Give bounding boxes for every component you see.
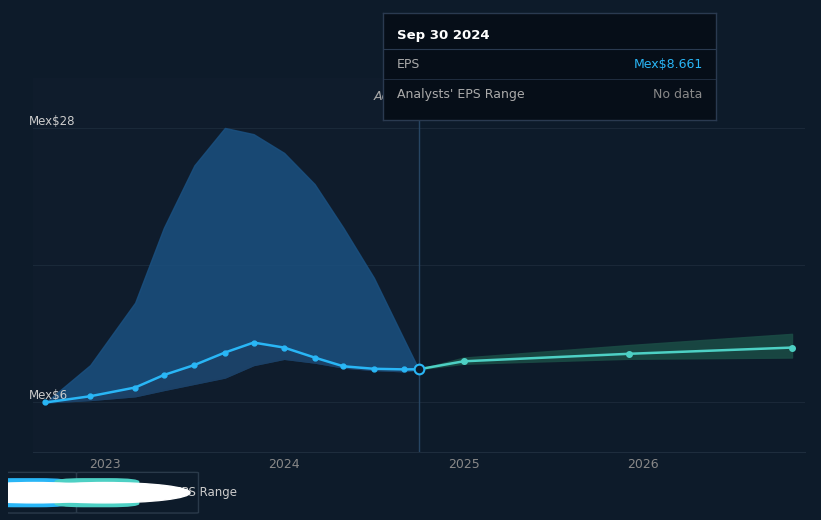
Bar <box>33 78 419 452</box>
Text: Analysts' EPS Range: Analysts' EPS Range <box>397 87 525 101</box>
Circle shape <box>0 483 120 503</box>
FancyBboxPatch shape <box>54 478 140 508</box>
Text: Mex$28: Mex$28 <box>29 115 76 128</box>
Text: Sep 30 2024: Sep 30 2024 <box>397 29 489 42</box>
FancyBboxPatch shape <box>0 478 69 508</box>
FancyBboxPatch shape <box>76 472 199 513</box>
Text: EPS: EPS <box>47 486 69 499</box>
FancyBboxPatch shape <box>7 472 76 513</box>
Text: Mex$6: Mex$6 <box>29 389 68 402</box>
Text: Analysts Forecasts: Analysts Forecasts <box>424 90 540 103</box>
Text: EPS: EPS <box>397 58 420 71</box>
Circle shape <box>20 483 190 503</box>
Text: Mex$8.661: Mex$8.661 <box>633 58 703 71</box>
Text: Analysts' EPS Range: Analysts' EPS Range <box>117 486 237 499</box>
Text: No data: No data <box>654 87 703 101</box>
Text: Actual: Actual <box>374 90 413 103</box>
